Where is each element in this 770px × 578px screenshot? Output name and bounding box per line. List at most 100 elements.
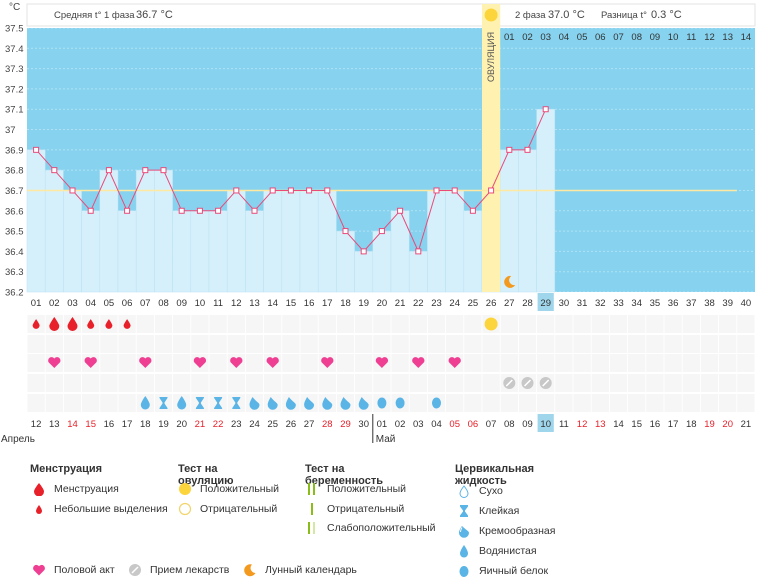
cycle-day-label: 17 <box>322 298 333 309</box>
phase2-day-label: 04 <box>559 32 570 43</box>
marker-cell <box>609 374 628 392</box>
temperature-bar <box>117 210 137 293</box>
marker-cell <box>664 315 682 333</box>
date-label: 11 <box>559 419 569 430</box>
temperature-bar <box>427 190 446 293</box>
marker-cell <box>355 335 373 353</box>
temperature-bar <box>281 190 301 293</box>
heart-icon <box>84 357 97 368</box>
legend-menstruation: Менструация <box>32 482 119 496</box>
temperature-point <box>178 207 185 214</box>
marker-cell <box>27 335 45 353</box>
date-label: 25 <box>267 419 278 430</box>
legend-creamy: Кремообразная <box>457 524 555 538</box>
temperature-bar <box>372 230 392 293</box>
marker-cell <box>737 374 755 392</box>
cycle-day-label: 35 <box>650 298 661 309</box>
marker-cell <box>609 315 628 333</box>
marker-cell <box>646 354 664 372</box>
date-label: 29 <box>340 419 351 430</box>
marker-cell <box>82 335 100 353</box>
marker-cell <box>537 315 555 333</box>
marker-cell <box>737 354 755 372</box>
marker-cell <box>300 354 318 372</box>
hourglass-icon <box>159 397 168 409</box>
legend-preg-weak: Слабоположительный <box>305 521 436 535</box>
date-label: 14 <box>613 419 624 430</box>
temperature-bar <box>99 169 119 293</box>
marker-cell <box>664 374 682 392</box>
cycle-day-label: 32 <box>595 298 606 309</box>
marker-cell <box>682 315 700 333</box>
marker-cell <box>154 354 173 372</box>
temperature-bar <box>390 210 410 293</box>
marker-cell <box>427 374 446 392</box>
marker-cell <box>682 394 700 412</box>
phase2-day-label: 08 <box>631 32 642 43</box>
moon-icon <box>504 275 516 288</box>
pill-line <box>505 379 513 387</box>
legend-ovulation-negative: Отрицательный <box>178 502 277 516</box>
legend-moon: Лунный календарь <box>243 563 357 577</box>
cycle-day-label: 07 <box>140 298 151 309</box>
date-label: 04 <box>431 419 442 430</box>
date-label: 21 <box>741 419 752 430</box>
small-drop-icon <box>36 505 42 514</box>
y-tick-label: 37.2 <box>5 84 24 95</box>
marker-cell <box>737 315 755 333</box>
marker-cell <box>245 354 264 372</box>
phase2-day-label: 14 <box>741 32 752 43</box>
temperature-point <box>160 167 167 174</box>
temperature-point <box>233 187 240 194</box>
temperature-point <box>306 187 313 194</box>
date-label: 09 <box>522 419 533 430</box>
date-label: 24 <box>249 419 260 430</box>
legend-preg-positive: Положительный <box>305 482 406 496</box>
heart-icon <box>230 357 243 368</box>
marker-cell <box>300 374 318 392</box>
marker-cell <box>500 354 518 372</box>
date-label: 10 <box>540 419 551 430</box>
cycle-day-label: 05 <box>104 298 115 309</box>
cycle-day-label: 23 <box>431 298 442 309</box>
month-label: Май <box>376 434 396 445</box>
date-label: 07 <box>486 419 497 430</box>
marker-cell <box>245 374 264 392</box>
y-tick-label: 36.9 <box>5 145 24 156</box>
cycle-day-label: 38 <box>704 298 715 309</box>
date-label: 22 <box>213 419 224 430</box>
legend-medication: Прием лекарств <box>128 563 229 577</box>
cycle-day-label: 19 <box>358 298 369 309</box>
water-drop-icon <box>177 396 187 410</box>
marker-cell <box>100 335 118 353</box>
temperature-point <box>451 187 458 194</box>
temperature-point <box>324 187 331 194</box>
temperature-bar <box>299 190 319 293</box>
cycle-day-label: 06 <box>122 298 133 309</box>
marker-cell <box>518 335 537 353</box>
marker-cell <box>63 394 82 412</box>
cycle-day-label: 02 <box>49 298 60 309</box>
marker-cell <box>409 315 427 333</box>
marker-cell <box>318 315 336 333</box>
marker-cell <box>27 394 45 412</box>
marker-cell <box>136 335 154 353</box>
marker-cell <box>537 335 555 353</box>
temperature-bar <box>63 190 82 293</box>
marker-cell <box>427 335 446 353</box>
date-label: 02 <box>395 419 406 430</box>
heart-icon <box>448 357 461 368</box>
cycle-day-label: 31 <box>577 298 588 309</box>
marker-cell <box>682 335 700 353</box>
temperature-bar <box>499 149 519 293</box>
marker-cell <box>391 315 409 333</box>
date-label: 15 <box>631 419 642 430</box>
marker-cell <box>336 374 355 392</box>
date-label: 16 <box>650 419 661 430</box>
temperature-bar <box>463 210 483 293</box>
marker-cell <box>646 394 664 412</box>
temperature-point <box>397 207 404 214</box>
marker-cell <box>282 315 300 333</box>
marker-cell <box>173 335 191 353</box>
marker-cell <box>209 335 227 353</box>
